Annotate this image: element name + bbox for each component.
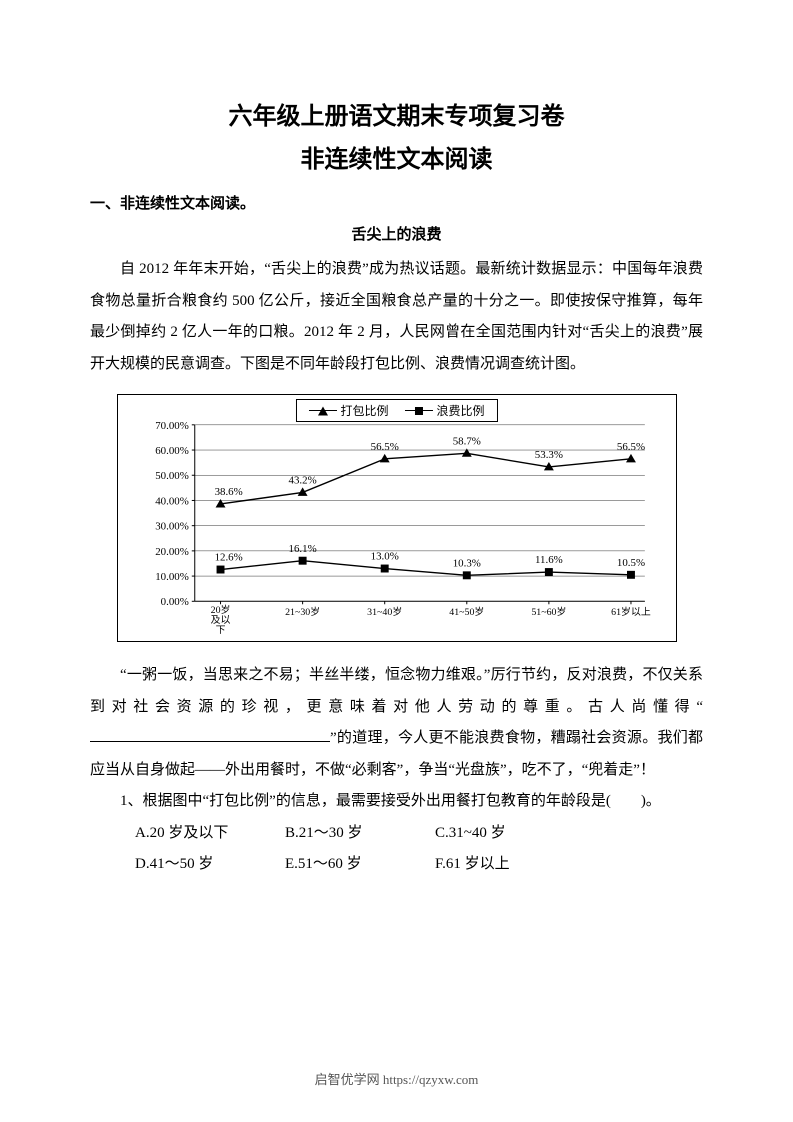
chart-container: 打包比例 浪费比例 0.00% 10.00% 20.00% 30.00% 40.00% 5…	[117, 394, 677, 642]
svg-text:16.1%: 16.1%	[288, 543, 316, 555]
option-e: E.51～60 岁	[285, 849, 435, 881]
svg-text:60.00%: 60.00%	[155, 445, 189, 457]
article-title: 舌尖上的浪费	[90, 223, 703, 244]
option-b: B.21～30 岁	[285, 818, 435, 850]
svg-text:10.3%: 10.3%	[452, 557, 480, 569]
sub-title: 非连续性文本阅读	[90, 139, 703, 174]
footer-link: 启智优学网 https://qzyxw.com	[0, 1069, 793, 1088]
svg-text:61岁以上: 61岁以上	[611, 605, 651, 618]
legend-item-1: 打包比例	[308, 402, 388, 419]
svg-text:下: 下	[215, 625, 225, 635]
option-f: F.61 岁以上	[435, 849, 585, 881]
option-d: D.41～50 岁	[135, 849, 285, 881]
legend-label-1: 打包比例	[340, 402, 388, 419]
svg-text:10.5%: 10.5%	[616, 557, 644, 569]
option-a: A.20 岁及以下	[135, 818, 285, 850]
fill-blank	[90, 727, 330, 742]
para2-pre: “一粥一饭，当思来之不易；半丝半缕，恒念物力维艰。”厉行节约，反对浪费，不仅关系…	[90, 667, 703, 715]
svg-text:38.6%: 38.6%	[214, 486, 242, 498]
svg-text:0.00%: 0.00%	[160, 596, 188, 608]
svg-text:12.6%: 12.6%	[214, 552, 242, 564]
svg-text:13.0%: 13.0%	[370, 551, 398, 563]
paragraph-1: 自 2012 年年末开始，“舌尖上的浪费”成为热议话题。最新统计数据显示：中国每…	[90, 254, 703, 380]
svg-text:43.2%: 43.2%	[288, 474, 316, 486]
svg-text:31~40岁: 31~40岁	[367, 605, 402, 618]
section-heading: 一、非连续性文本阅读。	[90, 192, 703, 213]
svg-text:10.00%: 10.00%	[155, 571, 189, 583]
svg-text:58.7%: 58.7%	[452, 435, 480, 447]
svg-text:20.00%: 20.00%	[155, 546, 189, 558]
chart-svg: 0.00% 10.00% 20.00% 30.00% 40.00% 50.00% 60.00…	[136, 405, 658, 635]
question-1: 1、根据图中“打包比例”的信息，最需要接受外出用餐打包教育的年龄段是( )。	[90, 786, 703, 818]
paragraph-2: “一粥一饭，当思来之不易；半丝半缕，恒念物力维艰。”厉行节约，反对浪费，不仅关系…	[90, 660, 703, 786]
options-row-1: A.20 岁及以下 B.21～30 岁 C.31~40 岁	[90, 818, 703, 850]
chart-legend: 打包比例 浪费比例	[295, 399, 497, 422]
svg-text:41~50岁: 41~50岁	[449, 605, 484, 618]
svg-text:11.6%: 11.6%	[535, 554, 563, 566]
main-title: 六年级上册语文期末专项复习卷	[90, 96, 703, 131]
svg-text:70.00%: 70.00%	[155, 420, 189, 432]
svg-text:30.00%: 30.00%	[155, 521, 189, 533]
options-row-2: D.41～50 岁 E.51～60 岁 F.61 岁以上	[90, 849, 703, 881]
svg-text:53.3%: 53.3%	[534, 449, 562, 461]
square-icon	[415, 407, 423, 415]
svg-text:56.5%: 56.5%	[370, 441, 398, 453]
svg-text:50.00%: 50.00%	[155, 470, 189, 482]
legend-label-2: 浪费比例	[437, 402, 485, 419]
legend-item-2: 浪费比例	[405, 402, 485, 419]
svg-text:56.5%: 56.5%	[616, 441, 644, 453]
svg-text:51~60岁: 51~60岁	[531, 605, 566, 618]
option-c: C.31~40 岁	[435, 818, 585, 850]
svg-text:40.00%: 40.00%	[155, 495, 189, 507]
svg-text:21~30岁: 21~30岁	[285, 605, 320, 618]
triangle-icon	[317, 406, 327, 415]
